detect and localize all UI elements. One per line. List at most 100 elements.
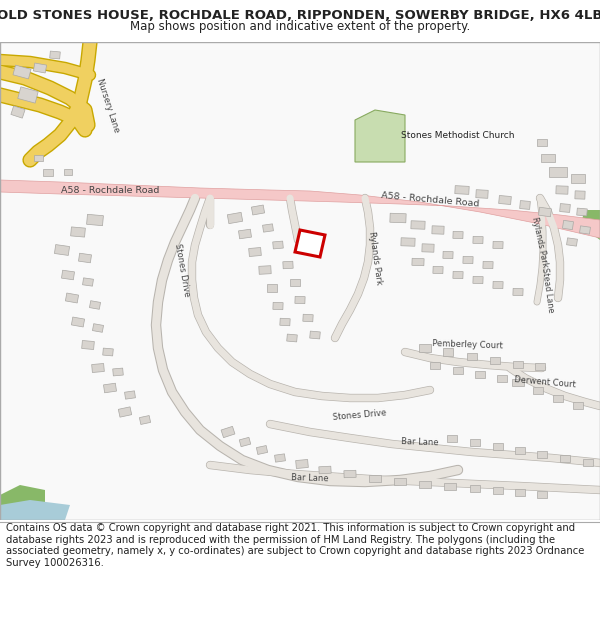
Bar [470, 439, 480, 446]
Bar [560, 204, 571, 212]
Bar [475, 371, 485, 378]
Bar [283, 261, 293, 269]
Bar [125, 391, 136, 399]
Bar [560, 454, 570, 461]
Bar [79, 253, 91, 262]
Text: OLD STONES HOUSE, ROCHDALE ROAD, RIPPONDEN, SOWERBY BRIDGE, HX6 4LB: OLD STONES HOUSE, ROCHDALE ROAD, RIPPOND… [0, 9, 600, 22]
Bar [549, 167, 567, 177]
Bar [520, 201, 530, 209]
Bar [267, 284, 277, 292]
Bar [227, 213, 242, 224]
Text: Stones Drive: Stones Drive [333, 408, 387, 422]
Bar [573, 401, 583, 409]
Text: Stones Methodist Church: Stones Methodist Church [401, 131, 515, 139]
Bar [537, 491, 547, 498]
Bar [444, 482, 456, 489]
Bar [64, 169, 72, 175]
Bar [394, 478, 406, 484]
Bar [537, 139, 547, 146]
Bar [310, 331, 320, 339]
Bar [296, 459, 308, 469]
Bar [497, 374, 507, 381]
Text: Stead Lane: Stead Lane [541, 267, 556, 313]
Bar [248, 248, 262, 256]
Bar [499, 196, 511, 204]
Bar [319, 466, 331, 474]
Bar [118, 407, 132, 417]
Bar [295, 296, 305, 304]
Bar [411, 221, 425, 229]
Bar [103, 348, 113, 356]
Bar [13, 65, 31, 79]
Bar [344, 470, 356, 478]
Text: Rylands Park: Rylands Park [367, 231, 383, 285]
Bar [443, 251, 453, 259]
Bar [515, 489, 525, 496]
Bar [419, 344, 431, 352]
Bar [89, 301, 101, 309]
Bar [92, 324, 104, 332]
Bar [432, 226, 444, 234]
Bar [256, 446, 268, 454]
Text: A58 - Rochdale Road: A58 - Rochdale Road [380, 191, 479, 209]
Polygon shape [0, 500, 70, 520]
Bar [490, 356, 500, 364]
Bar [139, 416, 151, 424]
Bar [473, 276, 483, 284]
Bar [443, 348, 453, 356]
Bar [577, 208, 587, 216]
Bar [43, 169, 53, 176]
Bar [303, 314, 313, 322]
Polygon shape [0, 180, 600, 238]
Bar [221, 426, 235, 438]
Bar [239, 229, 251, 239]
Text: A58 - Rochdale Road: A58 - Rochdale Road [61, 186, 159, 194]
Bar [62, 270, 74, 280]
Text: Derwent Court: Derwent Court [514, 375, 576, 389]
Bar [455, 186, 469, 194]
Bar [453, 366, 463, 374]
Bar [412, 258, 424, 266]
Bar [566, 238, 577, 246]
Bar [512, 379, 524, 386]
Bar [539, 208, 551, 217]
Bar [463, 256, 473, 264]
Bar [419, 481, 431, 488]
Bar [273, 241, 283, 249]
Bar [467, 352, 477, 359]
Bar [401, 238, 415, 246]
Bar [50, 51, 60, 59]
Bar [470, 484, 480, 491]
Bar [453, 271, 463, 279]
Bar [86, 214, 103, 226]
Bar [583, 459, 593, 466]
Bar [513, 361, 523, 368]
Bar [369, 474, 381, 481]
Bar [259, 266, 271, 274]
Bar [562, 221, 574, 229]
Bar [476, 190, 488, 198]
Bar [433, 266, 443, 274]
Bar [493, 486, 503, 494]
Bar [55, 244, 70, 256]
Bar [34, 155, 43, 161]
Bar [280, 318, 290, 326]
Bar [553, 394, 563, 401]
Bar [390, 213, 406, 222]
Text: Rylands Park: Rylands Park [530, 216, 550, 268]
Polygon shape [295, 230, 325, 257]
Bar [263, 224, 274, 232]
Bar [447, 434, 457, 441]
Bar [575, 191, 585, 199]
Bar [239, 438, 251, 447]
Bar [493, 442, 503, 449]
Text: Bar Lane: Bar Lane [401, 437, 439, 447]
Bar [493, 281, 503, 289]
Text: Pemberley Court: Pemberley Court [433, 339, 503, 351]
Bar [113, 368, 123, 376]
Bar [430, 361, 440, 369]
Polygon shape [0, 485, 45, 520]
Text: Nursery Lane: Nursery Lane [95, 77, 121, 133]
Bar [71, 227, 85, 237]
Bar [104, 383, 116, 392]
